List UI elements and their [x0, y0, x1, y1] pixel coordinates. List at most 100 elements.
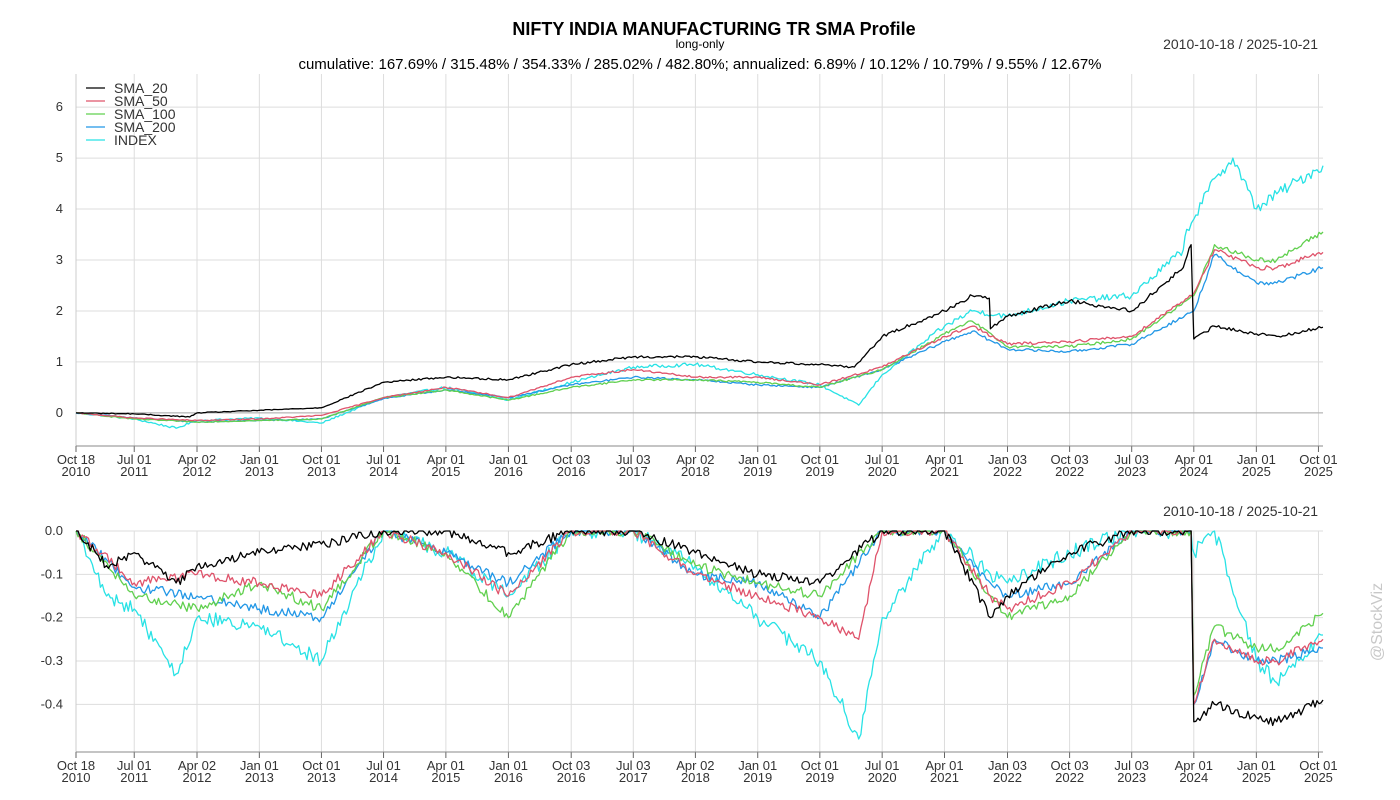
top-xtick-label-2: Apr 02 2012	[178, 452, 216, 479]
bottom-xtick-label-line2-18: 2024	[1179, 770, 1208, 785]
bottom-xtick-label-16: Oct 03 2022	[1050, 758, 1088, 785]
top-xtick-label-line1-12: Oct 01	[801, 452, 839, 467]
top-xtick-label-line2-5: 2014	[369, 464, 398, 479]
bottom-xtick-label-line1-6: Apr 01	[427, 758, 465, 773]
top-xtick-label-line2-13: 2020	[868, 464, 897, 479]
top-xtick-label-line2-1: 2011	[120, 464, 148, 479]
bottom-xtick-label-line1-17: Jul 03	[1114, 758, 1149, 773]
bottom-xtick-label-4: Oct 01 2013	[302, 758, 340, 785]
bottom-xtick-label-line1-19: Jan 01	[1237, 758, 1276, 773]
bottom-ytick-label-3: -0.3	[41, 653, 63, 668]
top-xtick-label-7: Jan 01 2016	[489, 452, 528, 479]
top-xtick-label-line2-4: 2013	[307, 464, 336, 479]
bottom-xtick-label-line2-1: 2011	[120, 770, 148, 785]
top-xtick-label-line2-15: 2022	[993, 464, 1022, 479]
top-xtick-label-line1-4: Oct 01	[302, 452, 340, 467]
legend-label-sma-50: SMA_50	[114, 93, 168, 109]
top-ytick-label-2: 2	[56, 303, 63, 318]
top-xtick-label-line2-0: 2010	[62, 464, 91, 479]
legend-label-sma-200: SMA_200	[114, 119, 176, 135]
bottom-xtick-label-line2-14: 2021	[930, 770, 959, 785]
bottom-xtick-label-line1-10: Apr 02	[676, 758, 714, 773]
top-xtick-label-line1-15: Jan 03	[988, 452, 1027, 467]
top-xtick-label-8: Oct 03 2016	[552, 452, 590, 479]
bottom-ytick-label-0: 0.0	[45, 523, 63, 538]
bottom-xtick-label-7: Jan 01 2016	[489, 758, 528, 785]
bottom-xtick-label-11: Jan 01 2019	[738, 758, 777, 785]
bottom-panel-date-range: 2010-10-18 / 2025-10-21	[1163, 503, 1318, 519]
top-xtick-label-line1-14: Apr 01	[925, 452, 963, 467]
bottom-xtick-label-line1-11: Jan 01	[738, 758, 777, 773]
top-xtick-label-line1-7: Jan 01	[489, 452, 528, 467]
bottom-xtick-label-9: Jul 03 2017	[616, 758, 651, 785]
chart-subtitle: long-only	[676, 37, 725, 51]
bottom-xtick-label-line2-12: 2019	[805, 770, 834, 785]
legend-label-sma-100: SMA_100	[114, 106, 176, 122]
top-xtick-label-line2-7: 2016	[494, 464, 523, 479]
bottom-xtick-label-line1-15: Jan 03	[988, 758, 1027, 773]
bottom-ytick-label-2: -0.2	[41, 610, 63, 625]
top-xtick-label-line2-16: 2022	[1055, 464, 1084, 479]
top-xtick-label-line1-17: Jul 03	[1114, 452, 1149, 467]
bottom-xtick-label-line1-13: Jul 01	[865, 758, 900, 773]
chart-title: NIFTY INDIA MANUFACTURING TR SMA Profile	[512, 19, 915, 39]
bottom-xtick-label-2: Apr 02 2012	[178, 758, 216, 785]
bottom-xtick-label-line1-12: Oct 01	[801, 758, 839, 773]
bottom-series-index	[75, 530, 1323, 740]
bottom-xtick-label-line2-11: 2019	[743, 770, 772, 785]
bottom-xtick-label-1: Jul 01 2011	[117, 758, 152, 785]
top-ytick-label-5: 5	[56, 150, 63, 165]
top-xtick-label-5: Jul 01 2014	[366, 452, 401, 479]
top-xtick-label-13: Jul 01 2020	[865, 452, 900, 479]
bottom-series-sma-50	[76, 530, 1324, 705]
top-xtick-label-0: Oct 18 2010	[57, 452, 95, 479]
top-series-sma-20	[75, 244, 1324, 418]
top-xtick-label-4: Oct 01 2013	[302, 452, 340, 479]
top-xtick-label-line1-18: Apr 01	[1175, 452, 1213, 467]
bottom-xtick-label-5: Jul 01 2014	[366, 758, 401, 785]
top-xtick-label-line1-11: Jan 01	[738, 452, 777, 467]
top-xtick-label-line1-6: Apr 01	[427, 452, 465, 467]
top-xtick-label-line2-6: 2015	[431, 464, 460, 479]
top-xtick-label-line2-17: 2023	[1117, 464, 1146, 479]
top-xtick-label-11: Jan 01 2019	[738, 452, 777, 479]
bottom-xtick-label-12: Oct 01 2019	[801, 758, 839, 785]
bottom-xtick-label-line1-8: Oct 03	[552, 758, 590, 773]
top-xtick-label-12: Oct 01 2019	[801, 452, 839, 479]
top-xtick-label-line2-14: 2021	[930, 464, 959, 479]
bottom-xtick-label-line2-7: 2016	[494, 770, 523, 785]
top-xtick-label-line2-18: 2024	[1179, 464, 1208, 479]
top-xtick-label-line1-20: Oct 01	[1299, 452, 1337, 467]
top-xtick-label-line1-0: Oct 18	[57, 452, 95, 467]
bottom-xtick-label-line1-0: Oct 18	[57, 758, 95, 773]
top-xtick-label-line2-10: 2018	[681, 464, 710, 479]
top-xtick-label-line1-1: Jul 01	[117, 452, 152, 467]
top-xtick-label-1: Jul 01 2011	[117, 452, 152, 479]
bottom-series-sma-20	[76, 530, 1324, 727]
bottom-xtick-label-line1-14: Apr 01	[925, 758, 963, 773]
top-xtick-label-line1-2: Apr 02	[178, 452, 216, 467]
bottom-xtick-label-line1-9: Jul 03	[616, 758, 651, 773]
top-xtick-label-18: Apr 01 2024	[1175, 452, 1213, 479]
top-xtick-label-6: Apr 01 2015	[427, 452, 465, 479]
bottom-xtick-label-line1-4: Oct 01	[302, 758, 340, 773]
bottom-xtick-label-line2-3: 2013	[245, 770, 274, 785]
top-xtick-label-9: Jul 03 2017	[616, 452, 651, 479]
bottom-xtick-label-line2-10: 2018	[681, 770, 710, 785]
bottom-xtick-label-19: Jan 01 2025	[1237, 758, 1276, 785]
top-xtick-label-19: Jan 01 2025	[1237, 452, 1276, 479]
bottom-xtick-label-line1-16: Oct 03	[1050, 758, 1088, 773]
bottom-xtick-label-line2-2: 2012	[183, 770, 212, 785]
top-xtick-label-line1-13: Jul 01	[865, 452, 900, 467]
bottom-xtick-label-20: Oct 01 2025	[1299, 758, 1337, 785]
top-xtick-label-3: Jan 01 2013	[240, 452, 279, 479]
top-series-sma-200	[75, 253, 1324, 423]
top-series-index	[75, 157, 1324, 429]
top-xtick-label-15: Jan 03 2022	[988, 452, 1027, 479]
top-xtick-label-line1-10: Apr 02	[676, 452, 714, 467]
top-series-sma-100	[75, 231, 1324, 424]
